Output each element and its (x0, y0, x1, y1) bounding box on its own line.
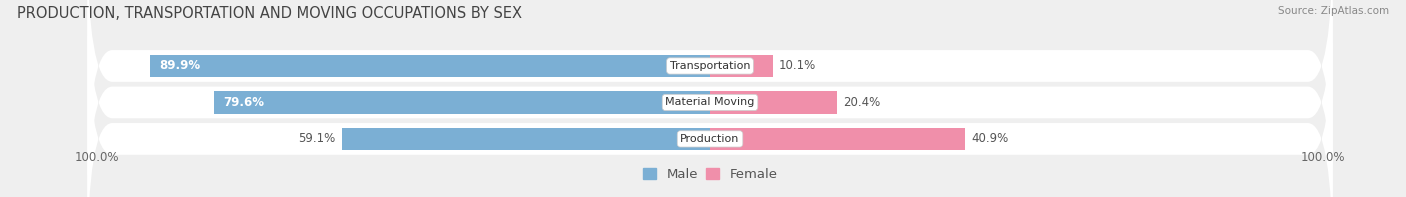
Bar (710, 91, 837, 114)
Bar (342, 128, 710, 150)
Text: Source: ZipAtlas.com: Source: ZipAtlas.com (1278, 6, 1389, 16)
Text: Production: Production (681, 134, 740, 144)
Text: PRODUCTION, TRANSPORTATION AND MOVING OCCUPATIONS BY SEX: PRODUCTION, TRANSPORTATION AND MOVING OC… (17, 6, 522, 21)
Bar (710, 55, 773, 77)
Text: 100.0%: 100.0% (1301, 151, 1346, 164)
Bar (150, 55, 710, 77)
Text: 40.9%: 40.9% (972, 132, 1008, 145)
Text: 59.1%: 59.1% (298, 132, 336, 145)
Text: Transportation: Transportation (669, 61, 751, 71)
Text: 100.0%: 100.0% (75, 151, 120, 164)
Text: 20.4%: 20.4% (844, 96, 880, 109)
Legend: Male, Female: Male, Female (643, 168, 778, 181)
Text: 10.1%: 10.1% (779, 59, 817, 72)
FancyBboxPatch shape (87, 0, 1333, 197)
FancyBboxPatch shape (87, 0, 1333, 196)
Text: 89.9%: 89.9% (160, 59, 201, 72)
Bar (214, 91, 710, 114)
Bar (710, 128, 965, 150)
Text: 79.6%: 79.6% (224, 96, 264, 109)
Text: Material Moving: Material Moving (665, 98, 755, 107)
FancyBboxPatch shape (87, 9, 1333, 197)
